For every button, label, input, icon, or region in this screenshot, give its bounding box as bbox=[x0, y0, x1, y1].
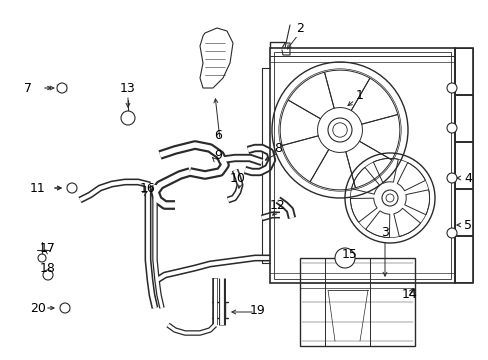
Text: 1: 1 bbox=[355, 89, 363, 102]
Text: 2: 2 bbox=[295, 22, 304, 35]
Text: 17: 17 bbox=[40, 242, 56, 255]
Circle shape bbox=[446, 83, 456, 93]
Circle shape bbox=[381, 190, 397, 206]
Circle shape bbox=[446, 123, 456, 133]
Text: 3: 3 bbox=[380, 225, 388, 239]
Text: 18: 18 bbox=[40, 261, 56, 274]
Circle shape bbox=[38, 254, 46, 262]
Text: 12: 12 bbox=[269, 198, 285, 212]
Circle shape bbox=[327, 118, 351, 142]
Text: 9: 9 bbox=[214, 149, 222, 162]
Text: 20: 20 bbox=[30, 302, 46, 315]
Text: 7: 7 bbox=[24, 81, 32, 95]
Text: 6: 6 bbox=[214, 129, 222, 141]
Circle shape bbox=[57, 83, 67, 93]
Text: 10: 10 bbox=[229, 171, 245, 185]
Text: 13: 13 bbox=[120, 81, 136, 95]
Text: 15: 15 bbox=[342, 248, 357, 261]
Circle shape bbox=[121, 111, 135, 125]
Text: 8: 8 bbox=[273, 141, 282, 154]
Text: 14: 14 bbox=[401, 288, 417, 302]
Circle shape bbox=[43, 270, 53, 280]
Text: 11: 11 bbox=[30, 181, 46, 194]
Text: 19: 19 bbox=[250, 303, 265, 316]
Text: 5: 5 bbox=[463, 219, 471, 231]
Text: 4: 4 bbox=[463, 171, 471, 185]
Circle shape bbox=[446, 173, 456, 183]
Circle shape bbox=[446, 228, 456, 238]
Circle shape bbox=[67, 183, 77, 193]
Circle shape bbox=[60, 303, 70, 313]
Text: 16: 16 bbox=[140, 181, 156, 194]
Circle shape bbox=[334, 248, 354, 268]
